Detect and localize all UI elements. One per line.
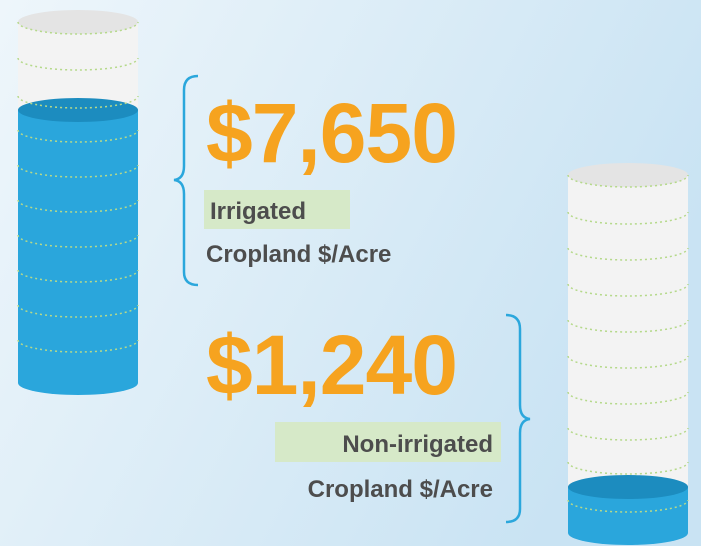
highlight-label: Non-irrigated bbox=[342, 431, 493, 458]
infographic: $7,650 Irrigated Cropland $/Acre $1,240 … bbox=[0, 0, 701, 546]
label: Cropland $/Acre bbox=[206, 241, 391, 268]
value: $7,650 bbox=[206, 86, 457, 180]
water-surface bbox=[18, 98, 138, 122]
page: $7,650 Irrigated Cropland $/Acre $1,240 … bbox=[0, 0, 701, 546]
water-surface bbox=[568, 475, 688, 499]
value: $1,240 bbox=[206, 318, 457, 412]
water bbox=[18, 110, 138, 383]
label: Cropland $/Acre bbox=[308, 476, 493, 503]
highlight-label: Irrigated bbox=[210, 198, 306, 225]
